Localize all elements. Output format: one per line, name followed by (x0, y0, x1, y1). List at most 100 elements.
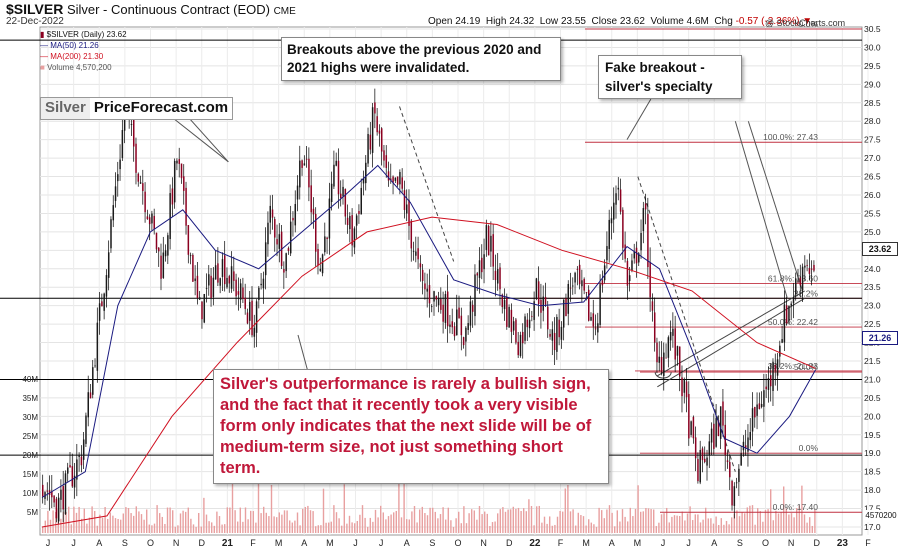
candle-body (781, 339, 783, 343)
fib-label: 61.8%: 23.60 (768, 274, 818, 284)
candle-body (137, 173, 140, 182)
candle-body (813, 264, 815, 271)
volume-bar (796, 508, 798, 533)
volume-bar (138, 511, 140, 533)
y-tick-label: 24.0 (864, 264, 881, 274)
volume-bar (237, 521, 239, 533)
candle-body (285, 253, 287, 272)
volume-bar (335, 512, 338, 533)
volume-bar (250, 510, 252, 533)
candle-body (119, 159, 121, 170)
volume-bar (580, 515, 582, 533)
candle-body (603, 265, 606, 281)
highlight-arc (654, 371, 672, 379)
candle-body (526, 319, 529, 328)
candle-body (242, 287, 244, 299)
volume-tick-label: 30M (22, 413, 38, 422)
callout-pointer (297, 334, 309, 373)
volume-bar (216, 511, 218, 533)
volume-bar (520, 511, 522, 533)
volume-bar (676, 515, 678, 533)
y-tick-label: 17.5 (864, 504, 881, 514)
x-tick-label: J (661, 538, 666, 548)
y-tick-label: 20.0 (864, 411, 881, 421)
volume-bar (546, 523, 548, 533)
candle-body (717, 420, 720, 437)
candle-body (515, 319, 517, 343)
candle-body (278, 234, 281, 249)
volume-bar (785, 508, 787, 533)
volume-bar (192, 524, 195, 533)
x-tick-label: D (506, 538, 513, 548)
volume-bar (107, 518, 109, 533)
volume-bar (731, 517, 733, 533)
low-label: Low (539, 16, 559, 27)
volume-bar (169, 507, 171, 533)
volume-bar (317, 525, 319, 533)
candle-body (269, 205, 271, 223)
candle-body (685, 381, 688, 398)
candle-body (524, 316, 526, 341)
volume-bar (83, 508, 85, 533)
volume-bar (382, 512, 384, 533)
candle-body (392, 176, 394, 183)
candle-body (101, 301, 103, 307)
candle-body (658, 356, 661, 363)
candle-body (60, 489, 62, 500)
x-tick-label: S (429, 538, 435, 548)
candle-body (305, 158, 308, 160)
candle-body (765, 386, 767, 390)
candle-body (121, 130, 124, 158)
candle-body (724, 424, 726, 456)
candle-body (474, 274, 476, 317)
volume-bar (299, 525, 301, 533)
volume-bar (348, 515, 351, 533)
y-tick-label: 26.5 (864, 172, 881, 182)
volume-bar (694, 514, 696, 533)
volume-bar (200, 526, 202, 533)
candle-body (260, 283, 262, 286)
candle-body (501, 294, 504, 308)
candle-body (208, 274, 210, 286)
candle-body (82, 439, 85, 460)
volume-bar (621, 509, 624, 533)
rising-trendline (657, 290, 805, 377)
candle-body (67, 467, 69, 474)
volume-bar (507, 509, 509, 533)
volume-bar (627, 521, 629, 533)
volume-tick-label: 20M (22, 451, 38, 460)
x-tick-label: N (480, 538, 487, 548)
volume-bar (174, 526, 176, 533)
candle-body (533, 301, 535, 320)
legend-price-label: $SILVER (Daily) 23.62 (46, 30, 127, 39)
y-tick-label: 18.5 (864, 467, 881, 477)
candle-body (135, 143, 137, 173)
candle-body (85, 415, 87, 444)
candle-body (517, 341, 519, 356)
volume-bar (465, 523, 468, 533)
volume-bar (577, 512, 579, 533)
candle-body (183, 176, 185, 191)
candle-body (788, 305, 790, 322)
volume-bar (356, 521, 358, 533)
chart-date: 22-Dec-2022 (6, 16, 64, 27)
candle-body (490, 235, 492, 252)
candle-body (660, 357, 663, 372)
volume-bar (710, 518, 712, 533)
volume-bar (224, 524, 226, 533)
volume-bar (569, 511, 572, 533)
volume-bar (634, 508, 637, 533)
x-tick-label: 21 (222, 538, 234, 549)
volume-bar (530, 505, 533, 533)
candle-body (808, 267, 811, 274)
volume-bar (260, 513, 262, 533)
volume-bar (429, 507, 431, 533)
candle-body (319, 268, 322, 271)
candle-body (487, 225, 490, 256)
candle-body (176, 160, 178, 164)
volume-bar (117, 518, 119, 533)
volume-bar (476, 519, 478, 533)
candle-body (640, 233, 642, 251)
candle-body (294, 203, 297, 226)
volume-bar (55, 511, 57, 533)
